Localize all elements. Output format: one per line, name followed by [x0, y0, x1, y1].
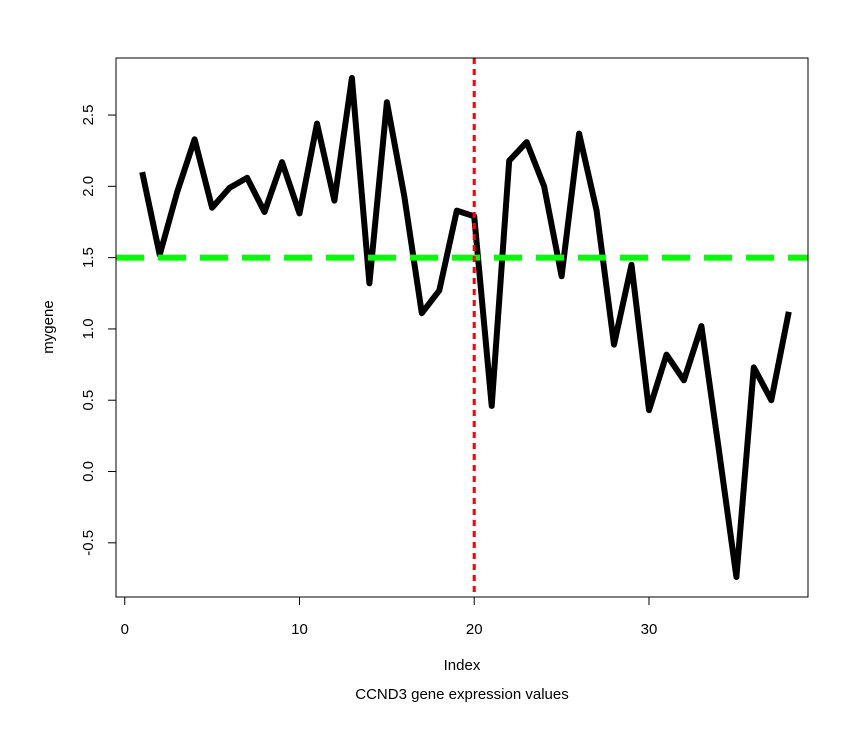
y-tick-label-2: 0.5 — [80, 390, 97, 411]
y-tick-label-3: 1.0 — [80, 318, 97, 339]
y-axis-title: mygene — [40, 300, 57, 353]
x-axis-title: Index — [444, 657, 481, 674]
x-tick-label-0: 0 — [121, 621, 129, 638]
x-tick-label-10: 10 — [291, 621, 308, 638]
y-tick-label-5: 2.0 — [80, 176, 97, 197]
axes-layer: 0 10 20 30 -0.5 0.0 0.5 1.0 1.5 2.0 2.5 — [80, 105, 657, 638]
lines-layer — [116, 58, 808, 597]
y-tick-label-0: -0.5 — [80, 530, 97, 556]
x-tick-label-20: 20 — [466, 621, 483, 638]
y-tick-label-4: 1.5 — [80, 247, 97, 268]
y-tick-label-1: 0.0 — [80, 461, 97, 482]
chart-subtitle: CCND3 gene expression values — [355, 686, 568, 703]
series-line-0 — [139, 75, 792, 580]
x-tick-label-30: 30 — [641, 621, 658, 638]
y-tick-label-6: 2.5 — [80, 105, 97, 126]
